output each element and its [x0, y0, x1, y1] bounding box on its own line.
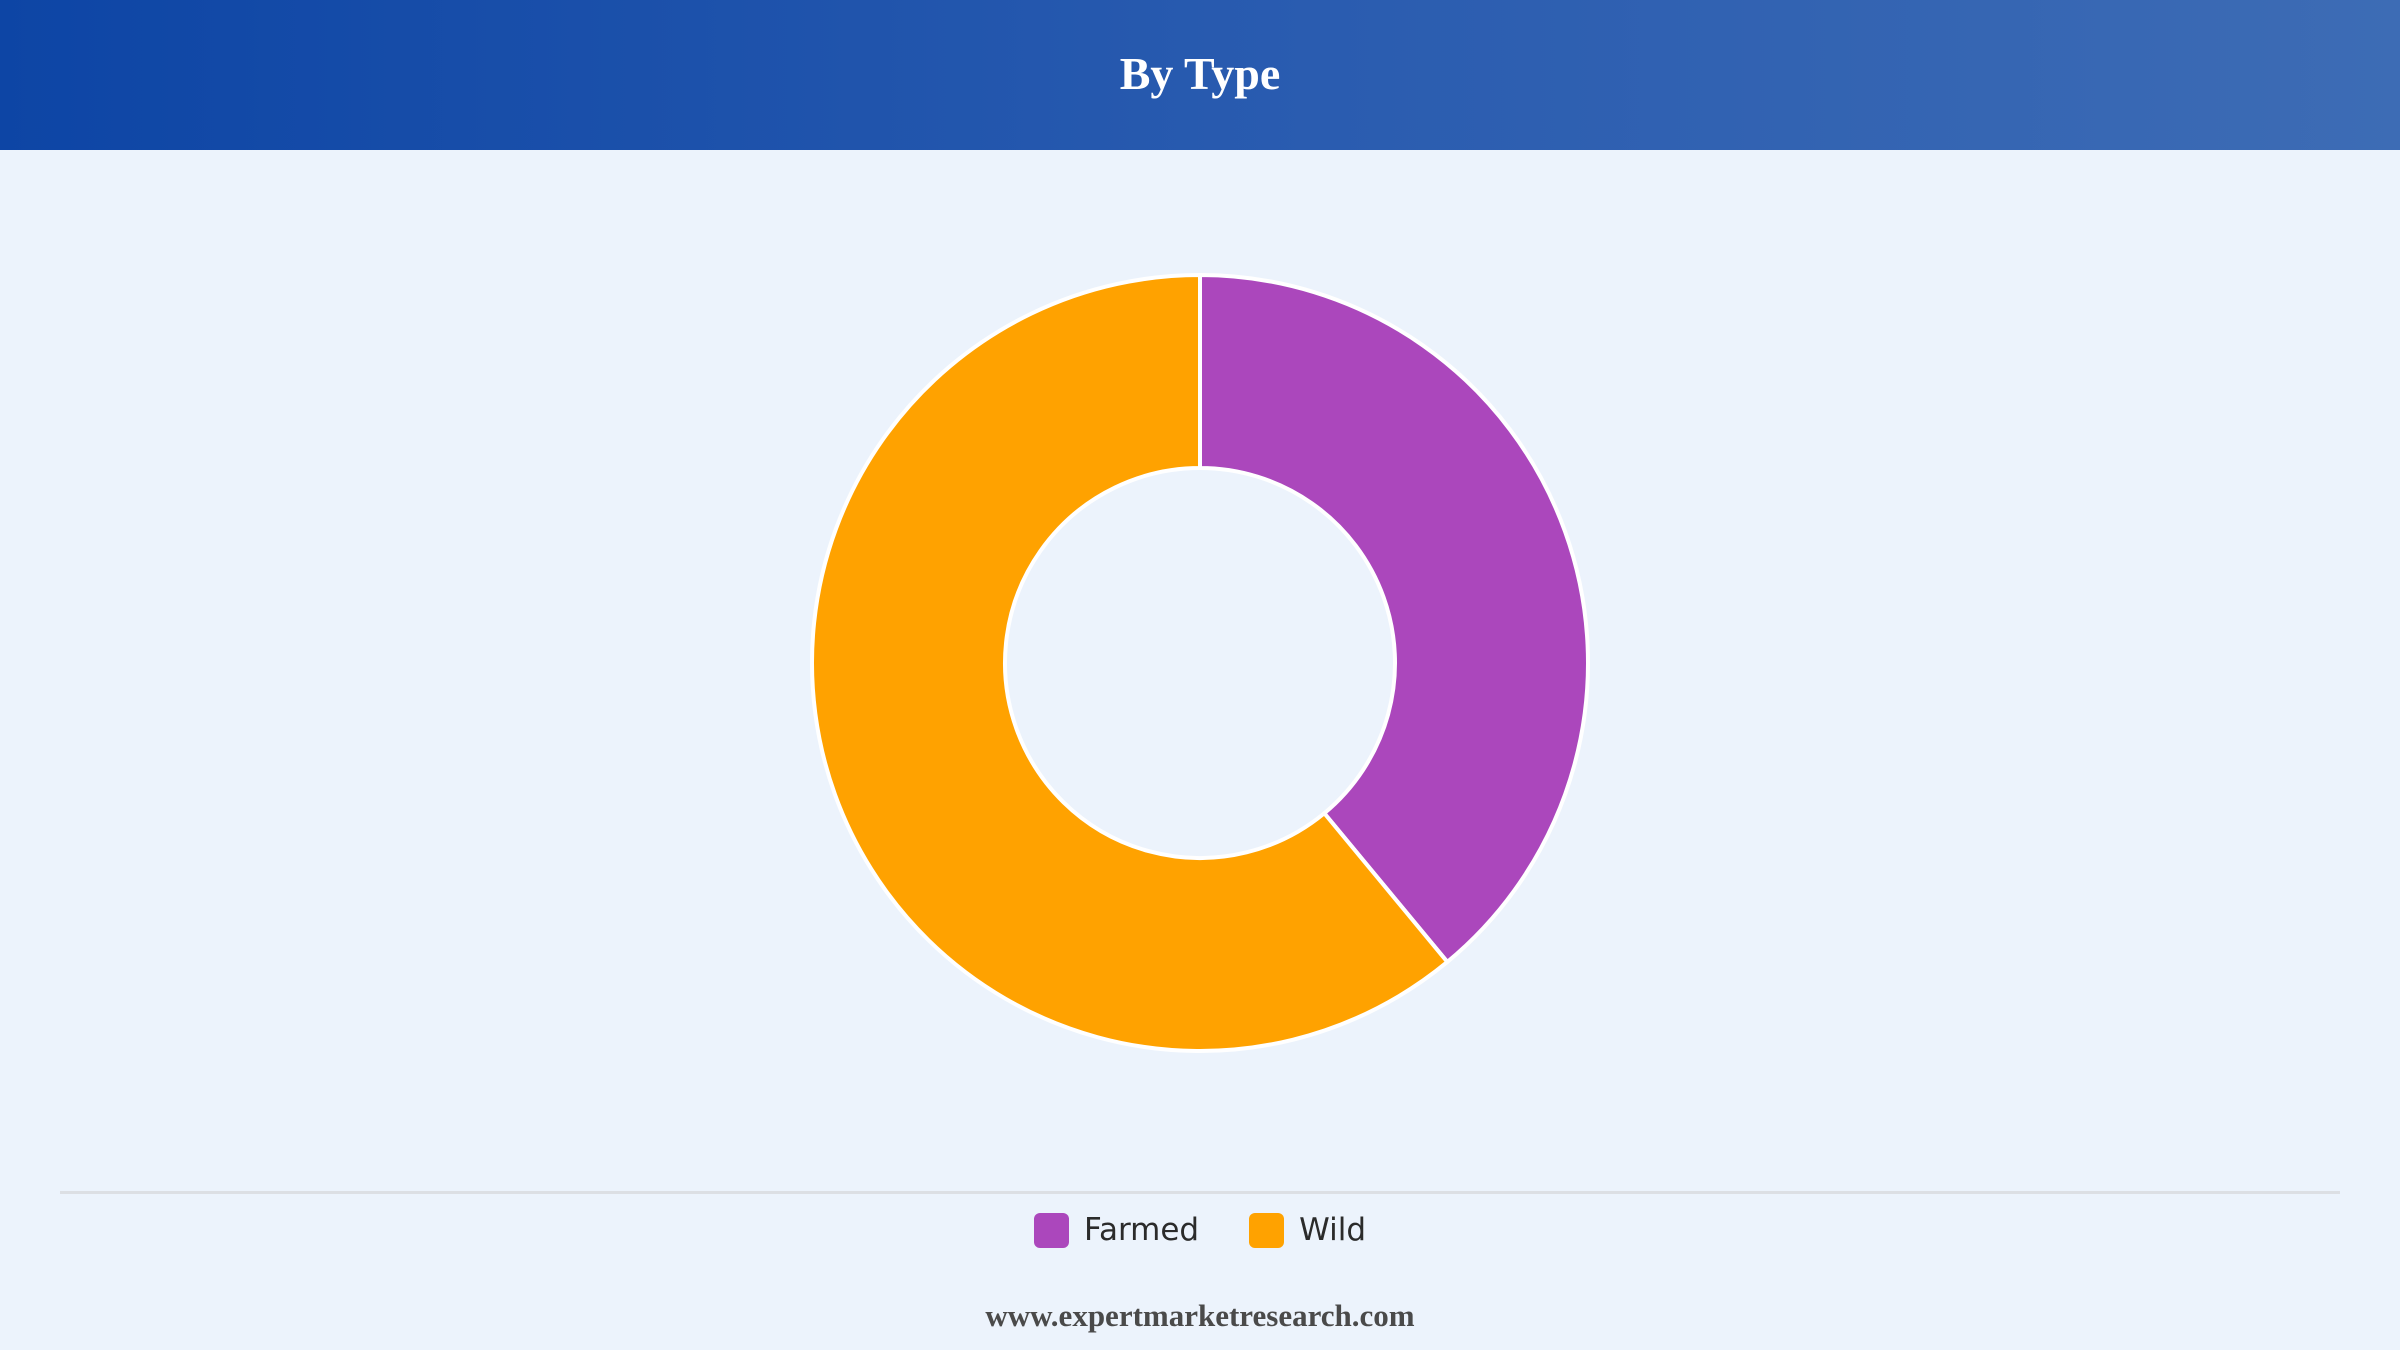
slice-farmed[interactable]: [1198, 273, 1590, 964]
legend-label-wild: Wild: [1299, 1212, 1366, 1248]
legend-item-wild[interactable]: Wild: [1249, 1212, 1366, 1248]
legend-divider: [60, 1191, 2340, 1194]
donut-chart: [810, 273, 1590, 1053]
chart-title: By Type: [1119, 47, 1281, 99]
source-footer: www.expertmarketresearch.com: [985, 1298, 1415, 1333]
legend-label-farmed: Farmed: [1083, 1212, 1200, 1248]
donut-slices: [810, 273, 1590, 1053]
legend-swatch-farmed: [1033, 1212, 1069, 1248]
chart-header: By Type: [0, 0, 2400, 150]
legend-swatch-wild: [1249, 1212, 1285, 1248]
slice-wild[interactable]: [810, 273, 1450, 1053]
chart-legend: Farmed Wild: [0, 1208, 2400, 1252]
legend-item-farmed[interactable]: Farmed: [1033, 1212, 1200, 1248]
